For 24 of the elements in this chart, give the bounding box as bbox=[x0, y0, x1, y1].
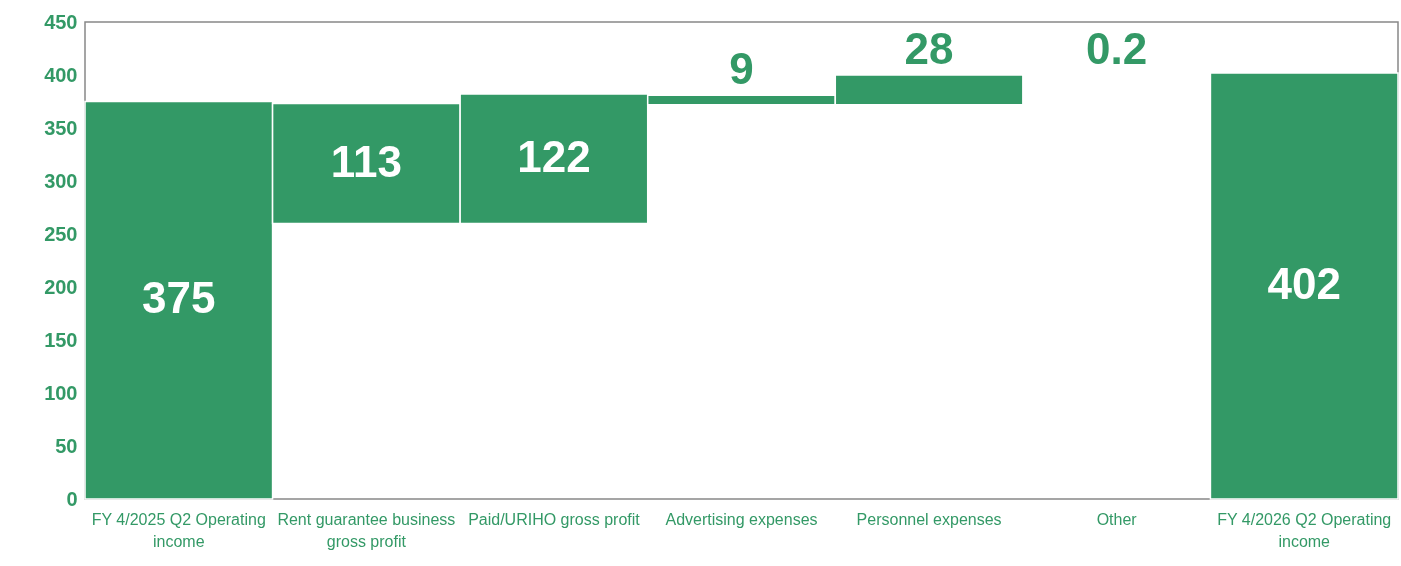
data-label: 375 bbox=[142, 273, 216, 323]
y-tick-label: 150 bbox=[44, 328, 78, 351]
y-tick-label: 100 bbox=[44, 381, 78, 404]
data-label: 402 bbox=[1267, 258, 1341, 308]
y-tick-label: 250 bbox=[44, 222, 78, 245]
x-tick-label: FY 4/2025 Q2 Operating income bbox=[91, 510, 266, 550]
data-label: 122 bbox=[517, 131, 591, 181]
data-label: 28 bbox=[904, 24, 954, 73]
y-tick-label: 450 bbox=[44, 10, 78, 33]
data-label: 0.2 bbox=[1086, 23, 1148, 73]
y-tick-label: 300 bbox=[44, 169, 78, 192]
x-tick-label: Paid/URIHO gross profit bbox=[468, 510, 641, 528]
y-tick-label: 200 bbox=[44, 275, 78, 298]
x-tick-label: FY 4/2026 Q2 Operating income bbox=[1217, 510, 1392, 550]
data-label: 113 bbox=[330, 136, 402, 186]
y-tick-label: 400 bbox=[44, 63, 78, 86]
y-tick-label: 50 bbox=[55, 434, 78, 457]
x-tick-label: Other bbox=[1096, 510, 1138, 528]
y-tick-label: 0 bbox=[66, 487, 78, 510]
data-label: 9 bbox=[729, 44, 754, 94]
x-tick-label: Rent guarantee business gross profit bbox=[277, 510, 456, 550]
x-tick-label: Advertising expenses bbox=[665, 510, 818, 528]
x-tick-label: Personnel expenses bbox=[856, 510, 1002, 528]
y-tick-label: 350 bbox=[44, 116, 78, 139]
